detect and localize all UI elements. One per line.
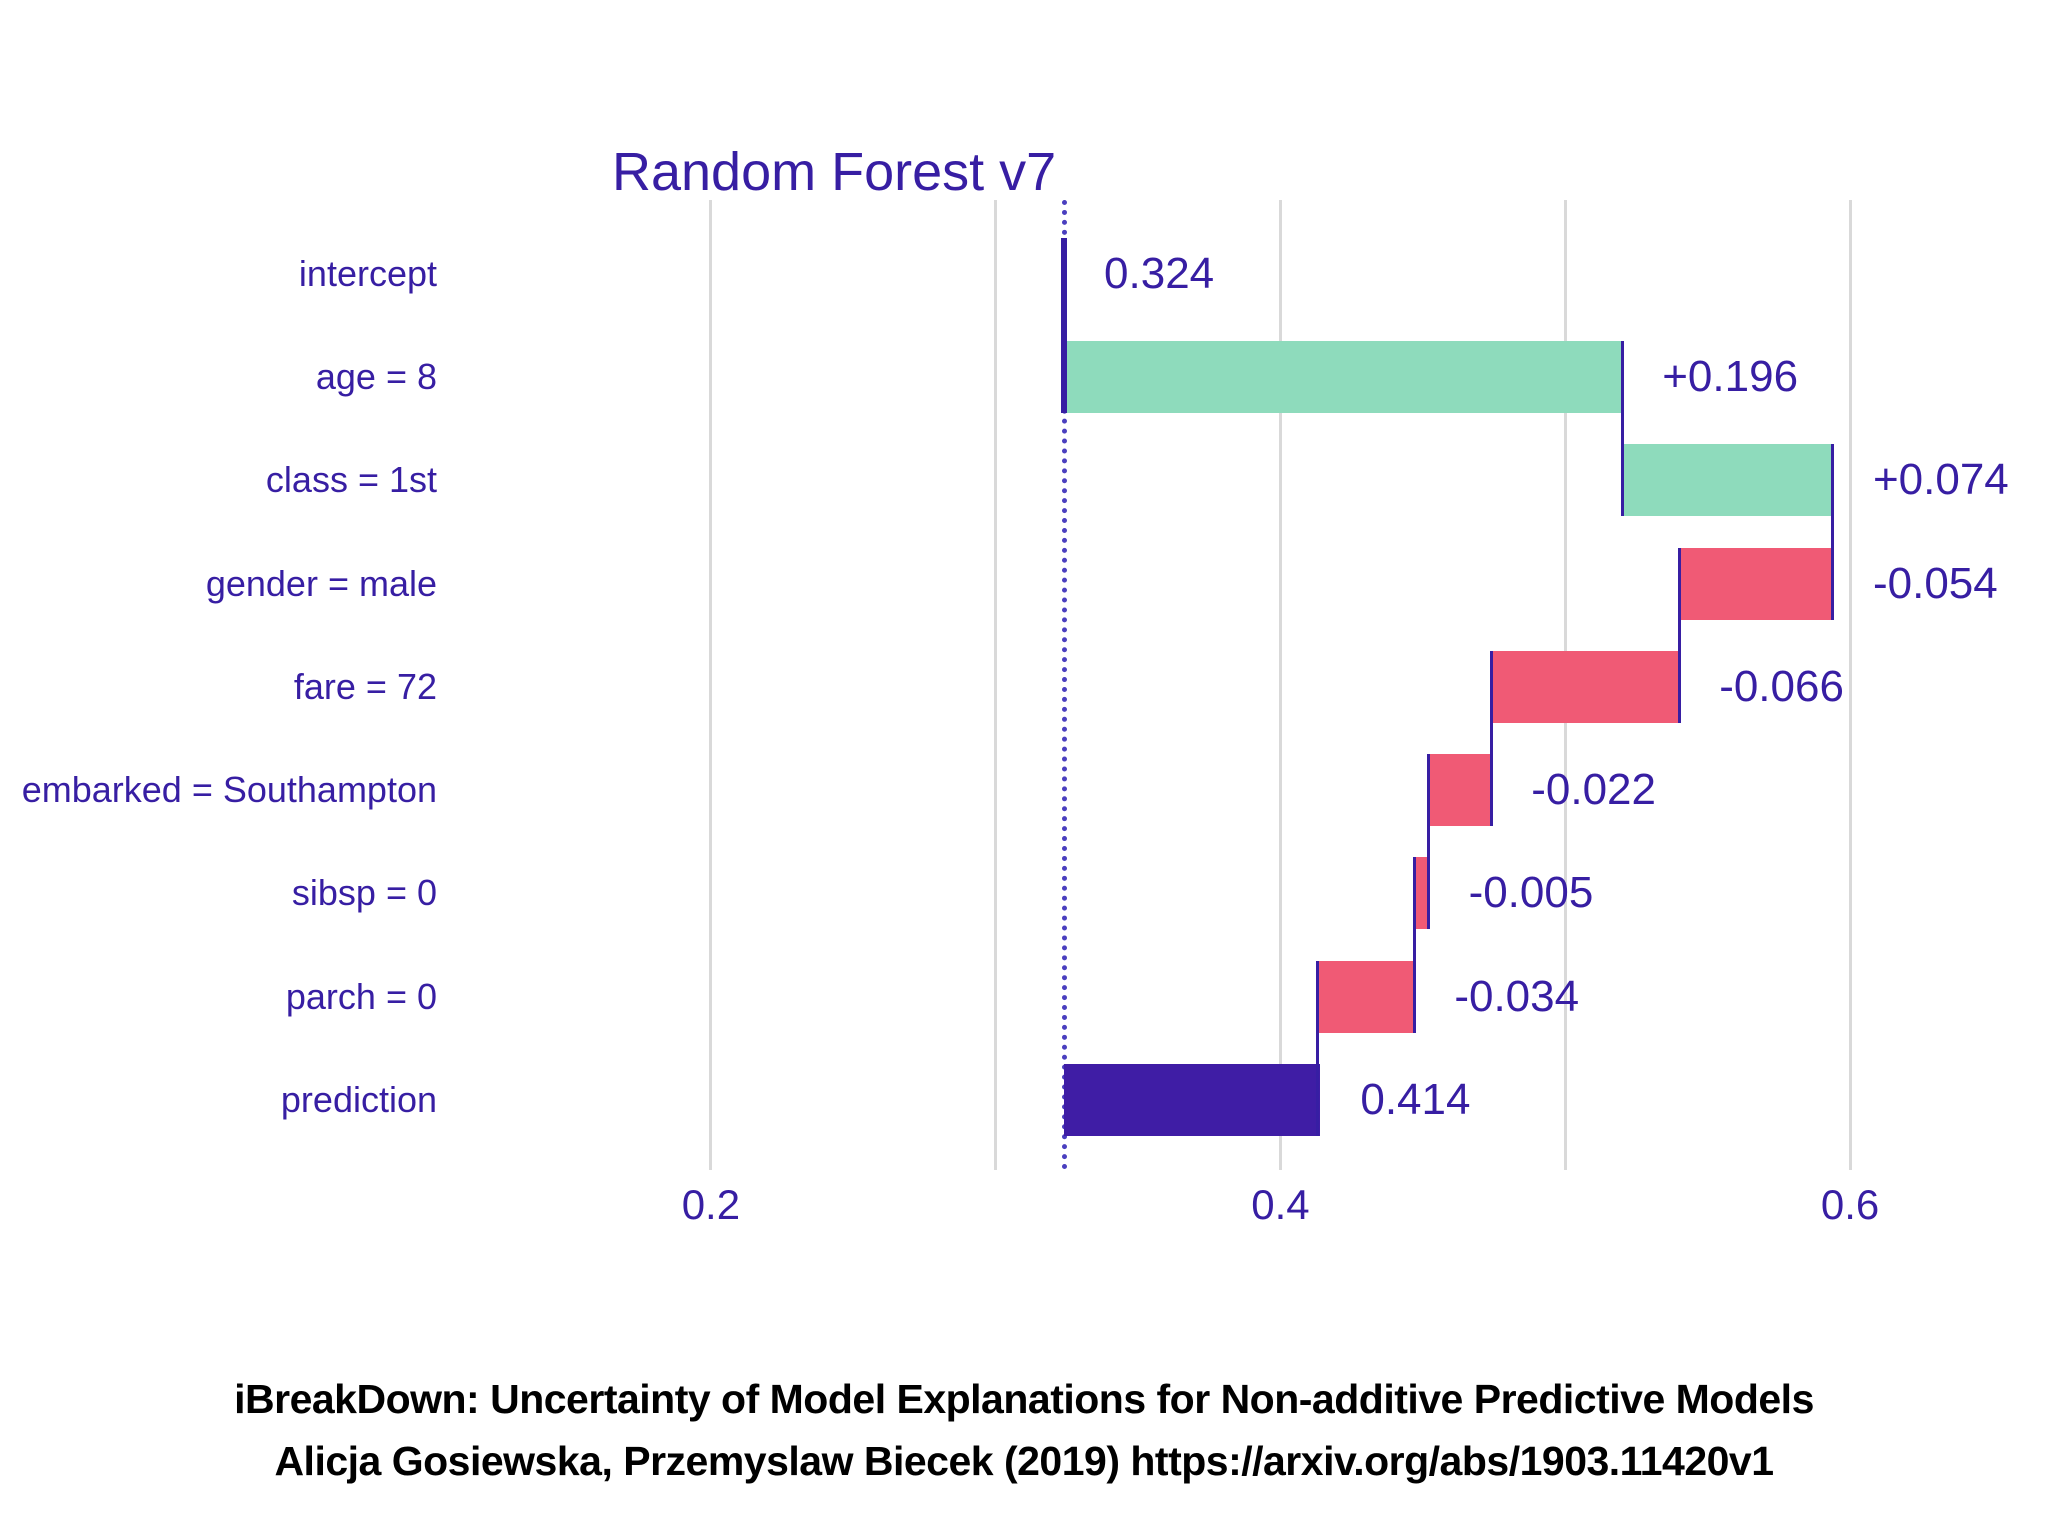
contribution-bar	[1491, 650, 1680, 723]
waterfall-connector	[1316, 960, 1319, 1137]
y-axis-label: age = 8	[315, 355, 437, 397]
waterfall-connector	[1427, 754, 1431, 930]
contribution-value-label: 0.414	[1360, 1075, 1471, 1125]
contribution-bar	[1064, 1064, 1321, 1137]
y-axis-label: embarked = Southampton	[21, 769, 437, 811]
contribution-bar	[1679, 547, 1833, 620]
y-axis-label: sibsp = 0	[291, 872, 437, 914]
y-axis-label: gender = male	[205, 562, 437, 604]
y-axis-label: fare = 72	[293, 665, 437, 707]
contribution-bar	[1414, 857, 1429, 930]
y-axis-label: class = 1st	[265, 459, 437, 501]
waterfall-connector	[1831, 444, 1835, 620]
x-axis-tick-label: 0.2	[681, 1181, 741, 1228]
y-axis-label: intercept	[298, 252, 437, 294]
caption-line-1: iBreakDown: Uncertainty of Model Explana…	[234, 1376, 1814, 1422]
contribution-value-label: -0.022	[1531, 765, 1656, 815]
contribution-value-label: +0.074	[1872, 455, 2009, 505]
contribution-value-label: 0.324	[1104, 248, 1215, 298]
waterfall-connector	[1061, 237, 1068, 413]
contribution-bar	[1428, 754, 1492, 827]
waterfall-connector	[1677, 547, 1681, 723]
intercept-baseline-dotted-line	[1061, 200, 1067, 1170]
caption: iBreakDown: Uncertainty of Model Explana…	[0, 1368, 2048, 1492]
x-axis-tick-label: 0.6	[1820, 1181, 1880, 1228]
gridline	[994, 200, 998, 1170]
waterfall-connector	[1620, 340, 1624, 517]
contribution-bar	[1064, 340, 1623, 413]
caption-line-2: Alicja Gosiewska, Przemyslaw Biecek (201…	[274, 1438, 1774, 1484]
gridline	[1278, 200, 1282, 1170]
waterfall-connector	[1489, 650, 1493, 827]
y-axis-label: prediction	[280, 1079, 437, 1121]
waterfall-connector	[1412, 857, 1416, 1033]
x-axis-tick-label: 0.4	[1251, 1181, 1310, 1228]
gridline	[1848, 200, 1852, 1170]
contribution-bar	[1622, 444, 1833, 517]
gridline	[709, 200, 713, 1170]
contribution-value-label: -0.034	[1454, 971, 1580, 1021]
contribution-value-label: -0.054	[1872, 558, 1998, 608]
contribution-bar	[1317, 960, 1415, 1033]
contribution-value-label: -0.005	[1468, 868, 1594, 918]
y-axis-label: parch = 0	[285, 975, 437, 1017]
plot-panel: 0.324 +0.196 +0.074 -0.054 -0.066 -0.022 -0.00…	[460, 200, 2048, 1170]
contribution-value-label: -0.066	[1719, 661, 1844, 711]
chart-title: Random Forest v7	[612, 142, 1057, 202]
contribution-value-label: +0.196	[1662, 351, 1799, 401]
